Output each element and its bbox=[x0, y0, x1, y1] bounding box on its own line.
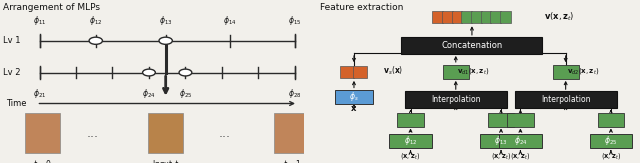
Circle shape bbox=[143, 69, 156, 76]
Text: $\phi_{25}$: $\phi_{25}$ bbox=[604, 134, 618, 148]
Circle shape bbox=[89, 37, 102, 44]
Text: $t=1$: $t=1$ bbox=[283, 158, 301, 163]
Text: $\phi_{14}$: $\phi_{14}$ bbox=[223, 14, 236, 27]
FancyBboxPatch shape bbox=[452, 11, 462, 23]
FancyBboxPatch shape bbox=[443, 65, 469, 79]
Bar bbox=[148, 113, 183, 153]
FancyBboxPatch shape bbox=[404, 91, 507, 108]
FancyBboxPatch shape bbox=[397, 113, 424, 127]
Text: ...: ... bbox=[87, 127, 99, 140]
Text: Lv 1: Lv 1 bbox=[3, 36, 20, 45]
Text: Lv 2: Lv 2 bbox=[3, 68, 20, 77]
Text: $\phi_{15}$: $\phi_{15}$ bbox=[288, 14, 301, 27]
FancyBboxPatch shape bbox=[389, 134, 432, 148]
FancyBboxPatch shape bbox=[432, 11, 443, 23]
Text: $\mathbf{v}(\mathbf{x},\mathbf{z}_t)$: $\mathbf{v}(\mathbf{x},\mathbf{z}_t)$ bbox=[544, 11, 575, 23]
Text: Arrangement of MLPs: Arrangement of MLPs bbox=[3, 3, 100, 12]
Text: $\phi_{24}$: $\phi_{24}$ bbox=[514, 134, 527, 148]
Bar bbox=[25, 113, 60, 153]
FancyBboxPatch shape bbox=[461, 11, 472, 23]
Text: $\phi_s$: $\phi_s$ bbox=[349, 90, 359, 104]
Text: $\mathbf{v}_s(\mathbf{x})$: $\mathbf{v}_s(\mathbf{x})$ bbox=[383, 65, 403, 77]
Bar bbox=[275, 113, 309, 153]
Text: $(\mathbf{x},\mathbf{z}_t)$: $(\mathbf{x},\mathbf{z}_t)$ bbox=[601, 151, 621, 162]
Text: $\phi_{13}$: $\phi_{13}$ bbox=[159, 14, 172, 27]
FancyBboxPatch shape bbox=[481, 11, 492, 23]
FancyBboxPatch shape bbox=[442, 11, 452, 23]
Text: Input $t$: Input $t$ bbox=[152, 158, 179, 163]
FancyBboxPatch shape bbox=[353, 66, 367, 78]
Circle shape bbox=[159, 37, 172, 44]
Text: $\phi_{11}$: $\phi_{11}$ bbox=[33, 14, 46, 27]
FancyBboxPatch shape bbox=[340, 66, 354, 78]
FancyBboxPatch shape bbox=[515, 91, 617, 108]
Text: $t=0$: $t=0$ bbox=[33, 158, 52, 163]
FancyBboxPatch shape bbox=[499, 134, 541, 148]
Text: $\mathbf{x}$: $\mathbf{x}$ bbox=[350, 104, 358, 113]
Text: $\phi_{13}$: $\phi_{13}$ bbox=[494, 134, 508, 148]
Text: Concatenation: Concatenation bbox=[442, 41, 502, 50]
Circle shape bbox=[179, 69, 192, 76]
FancyBboxPatch shape bbox=[488, 113, 514, 127]
Text: $\phi_{25}$: $\phi_{25}$ bbox=[179, 87, 192, 100]
Text: $\phi_{12}$: $\phi_{12}$ bbox=[89, 14, 102, 27]
FancyBboxPatch shape bbox=[552, 65, 579, 79]
Text: $\phi_{12}$: $\phi_{12}$ bbox=[404, 134, 417, 148]
Text: $\mathbf{v}_{d2}(\mathbf{x},\mathbf{z}_t)$: $\mathbf{v}_{d2}(\mathbf{x},\mathbf{z}_t… bbox=[567, 66, 600, 76]
Text: Time: Time bbox=[6, 99, 27, 108]
Text: ...: ... bbox=[219, 127, 231, 140]
FancyBboxPatch shape bbox=[335, 90, 372, 104]
FancyBboxPatch shape bbox=[589, 134, 632, 148]
Text: Interpolation: Interpolation bbox=[431, 95, 481, 104]
FancyBboxPatch shape bbox=[598, 113, 624, 127]
Text: $(\mathbf{x},\mathbf{z}_t)$: $(\mathbf{x},\mathbf{z}_t)$ bbox=[491, 151, 511, 162]
FancyBboxPatch shape bbox=[480, 134, 522, 148]
Text: $\phi_{21}$: $\phi_{21}$ bbox=[33, 87, 46, 100]
Text: Feature extraction: Feature extraction bbox=[320, 3, 403, 12]
Text: $(\mathbf{x},\mathbf{z}_t)$: $(\mathbf{x},\mathbf{z}_t)$ bbox=[401, 151, 420, 162]
FancyBboxPatch shape bbox=[500, 11, 511, 23]
Text: $\phi_{24}$: $\phi_{24}$ bbox=[142, 87, 156, 100]
FancyBboxPatch shape bbox=[508, 113, 534, 127]
FancyBboxPatch shape bbox=[490, 11, 501, 23]
Text: Interpolation: Interpolation bbox=[541, 95, 591, 104]
FancyBboxPatch shape bbox=[471, 11, 482, 23]
Text: $\phi_{28}$: $\phi_{28}$ bbox=[288, 87, 301, 100]
Text: $(\mathbf{x},\mathbf{z}_t)$: $(\mathbf{x},\mathbf{z}_t)$ bbox=[510, 151, 531, 162]
FancyBboxPatch shape bbox=[401, 37, 542, 54]
Text: $\mathbf{v}_{d1}(\mathbf{x},\mathbf{z}_t)$: $\mathbf{v}_{d1}(\mathbf{x},\mathbf{z}_t… bbox=[458, 66, 490, 76]
